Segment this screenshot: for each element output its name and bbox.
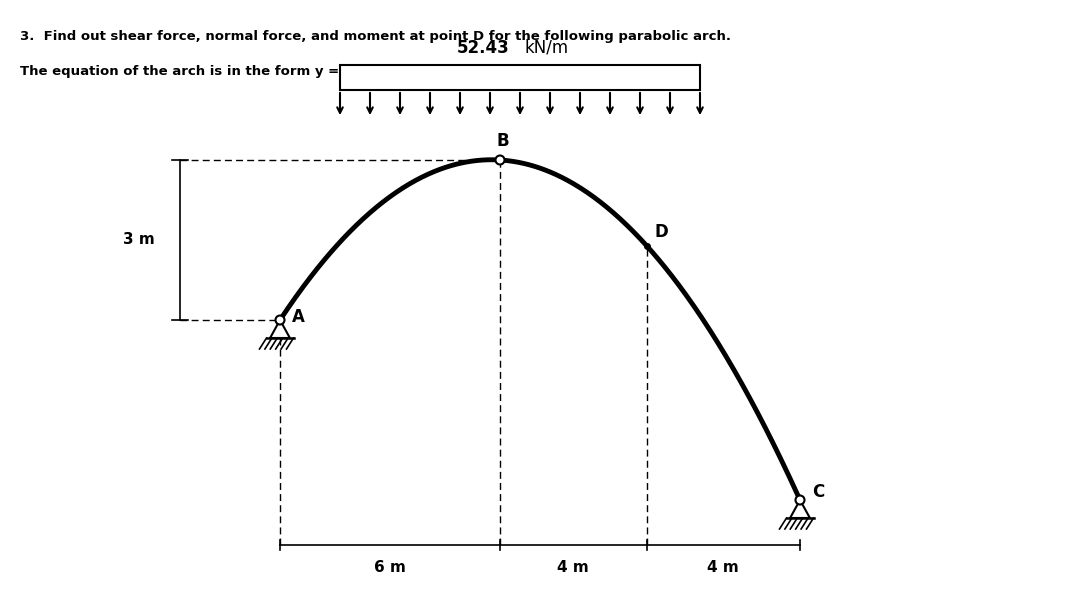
Circle shape bbox=[796, 496, 805, 505]
Circle shape bbox=[496, 155, 504, 164]
Text: 52.43: 52.43 bbox=[457, 39, 510, 57]
Text: 4 m: 4 m bbox=[557, 560, 590, 575]
Bar bbox=[340, 65, 700, 90]
Text: 3.  Find out shear force, normal force, and moment at point D for the following : 3. Find out shear force, normal force, a… bbox=[21, 30, 731, 43]
Text: 4 m: 4 m bbox=[707, 560, 739, 575]
Text: A: A bbox=[292, 308, 305, 326]
Text: B: B bbox=[497, 132, 510, 150]
Text: C: C bbox=[812, 483, 824, 501]
Text: The equation of the arch is in the form y = - cx².: The equation of the arch is in the form … bbox=[21, 65, 381, 78]
Text: 6 m: 6 m bbox=[374, 560, 406, 575]
Circle shape bbox=[275, 316, 284, 325]
Text: kN/m: kN/m bbox=[525, 39, 569, 57]
Text: D: D bbox=[654, 223, 669, 241]
Text: 3 m: 3 m bbox=[123, 232, 156, 247]
